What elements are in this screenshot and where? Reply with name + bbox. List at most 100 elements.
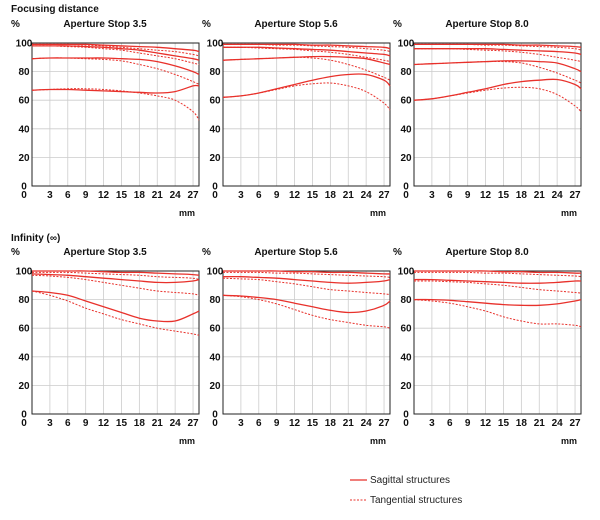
mtf-chart-panel: Aperture Stop 3.5% mm 0 20 40 60 80 100 0 3 6 9 12 15…: [11, 246, 201, 446]
y-axis-unit: %: [393, 247, 402, 258]
x-tick-label: 18: [516, 418, 528, 429]
y-tick-label: 20: [18, 153, 30, 164]
x-tick-label: 0: [403, 190, 409, 201]
y-tick-label: 20: [209, 153, 221, 164]
y-tick-label: 0: [212, 410, 218, 421]
plot-frame: [413, 270, 582, 415]
plot-frame: [222, 270, 391, 415]
tangential-curve: [413, 48, 582, 63]
y-tick-label: 20: [400, 153, 412, 164]
tangential-curve: [222, 82, 391, 111]
x-axis-unit: mm: [179, 436, 196, 446]
tangential-curve: [413, 86, 582, 112]
sagittal-curve: [413, 60, 582, 73]
sagittal-curve: [413, 48, 582, 56]
sagittal-curve: [413, 298, 582, 307]
mtf-chart-plot: 0 20 40 60 80 100 0 3 6 9 12 15 18 21 24 27: [207, 267, 391, 429]
sagittal-curve: [413, 78, 582, 101]
sagittal-curve: [31, 84, 200, 94]
y-tick-label: 100: [16, 267, 33, 278]
x-tick-label: 9: [465, 418, 471, 429]
x-tick-label: 9: [465, 190, 471, 201]
mtf-chart-plot: 0 20 40 60 80 100 0 3 6 9 12 15 18 21 24 27: [398, 39, 582, 201]
y-tick-label: 100: [207, 267, 224, 278]
x-tick-label: 15: [498, 418, 510, 429]
sagittal-curve: [32, 45, 200, 61]
tangential-line-swatch: [350, 499, 367, 501]
y-tick-label: 40: [18, 352, 30, 363]
y-tick-label: 40: [209, 352, 221, 363]
tangential-curve: [31, 290, 200, 336]
sagittal-curve: [222, 43, 391, 50]
tangential-curve: [413, 299, 582, 328]
y-tick-label: 40: [400, 124, 412, 135]
y-tick-label: 0: [21, 182, 27, 193]
y-tick-label: 20: [209, 381, 221, 392]
mtf-chart-panel: Aperture Stop 5.6% mm 0 20 40 60 80 100 0 3 6 9 12 15…: [202, 246, 392, 446]
y-tick-label: 40: [18, 124, 30, 135]
sagittal-curve: [222, 46, 391, 57]
mtf-chart-plot: 0 20 40 60 80 100 0 3 6 9 12 15 18 21 24 27: [16, 267, 200, 429]
x-axis-unit: mm: [179, 208, 196, 218]
x-tick-label: 12: [98, 418, 110, 429]
y-axis-unit: %: [202, 247, 211, 258]
x-tick-label: 18: [325, 190, 337, 201]
x-tick-label: 24: [170, 190, 182, 201]
y-tick-label: 100: [16, 39, 33, 50]
plot-frame: [31, 270, 200, 415]
x-tick-label: 15: [307, 190, 319, 201]
y-tick-label: 60: [209, 324, 221, 335]
x-tick-label: 18: [325, 418, 337, 429]
x-tick-label: 6: [447, 190, 453, 201]
sagittal-curve: [31, 43, 200, 53]
y-tick-label: 100: [398, 267, 415, 278]
tangential-curve: [413, 271, 582, 278]
y-axis-unit: %: [11, 19, 20, 30]
tangential-curve: [222, 43, 391, 53]
y-tick-label: 60: [400, 324, 412, 335]
x-tick-label: 12: [480, 190, 492, 201]
x-tick-label: 24: [361, 190, 373, 201]
sagittal-curve: [31, 273, 200, 284]
x-tick-label: 6: [65, 418, 71, 429]
x-tick-label: 3: [429, 190, 435, 201]
y-tick-label: 60: [18, 96, 30, 107]
sagittal-line-swatch: [350, 479, 367, 481]
x-axis-unit: mm: [370, 208, 387, 218]
chart-title: Aperture Stop 8.0: [445, 247, 529, 258]
plot-frame: [222, 42, 391, 187]
mtf-chart-panel: Aperture Stop 3.5% mm 0 20 40 60 80 100 0 3 6 9 12 15…: [11, 18, 201, 218]
plot-frame: [31, 42, 200, 187]
tangential-curve: [222, 294, 391, 329]
sagittal-curve: [223, 270, 391, 275]
x-tick-label: 0: [212, 418, 218, 429]
y-tick-label: 0: [212, 182, 218, 193]
x-tick-label: 15: [307, 418, 319, 429]
y-tick-label: 0: [21, 410, 27, 421]
y-tick-label: 60: [209, 96, 221, 107]
x-tick-label: 27: [187, 418, 199, 429]
x-tick-label: 21: [152, 190, 164, 201]
legend-sagittal-label: Sagittal structures: [370, 475, 451, 486]
sagittal-curve: [222, 73, 391, 98]
legend-tangential-label: Tangential structures: [370, 495, 463, 506]
y-tick-label: 60: [18, 324, 30, 335]
sagittal-curve: [222, 276, 391, 284]
y-tick-label: 40: [400, 352, 412, 363]
y-axis-unit: %: [393, 19, 402, 30]
x-tick-label: 21: [152, 418, 164, 429]
x-tick-label: 9: [274, 418, 280, 429]
sagittal-curve: [222, 294, 391, 314]
sagittal-curve: [413, 278, 582, 284]
y-tick-label: 80: [18, 295, 30, 306]
tangential-curve: [222, 271, 391, 278]
mtf-chart-panel: Aperture Stop 8.0% mm 0 20 40 60 80 100 0 3 6 9 12 15…: [393, 18, 583, 218]
x-tick-label: 24: [361, 418, 373, 429]
tangential-curve: [222, 56, 391, 81]
tangential-curve: [413, 60, 582, 84]
tangential-curve: [31, 88, 200, 121]
x-tick-label: 3: [429, 418, 435, 429]
y-tick-label: 100: [207, 39, 224, 50]
x-tick-label: 18: [516, 190, 528, 201]
sagittal-curve: [414, 270, 582, 274]
